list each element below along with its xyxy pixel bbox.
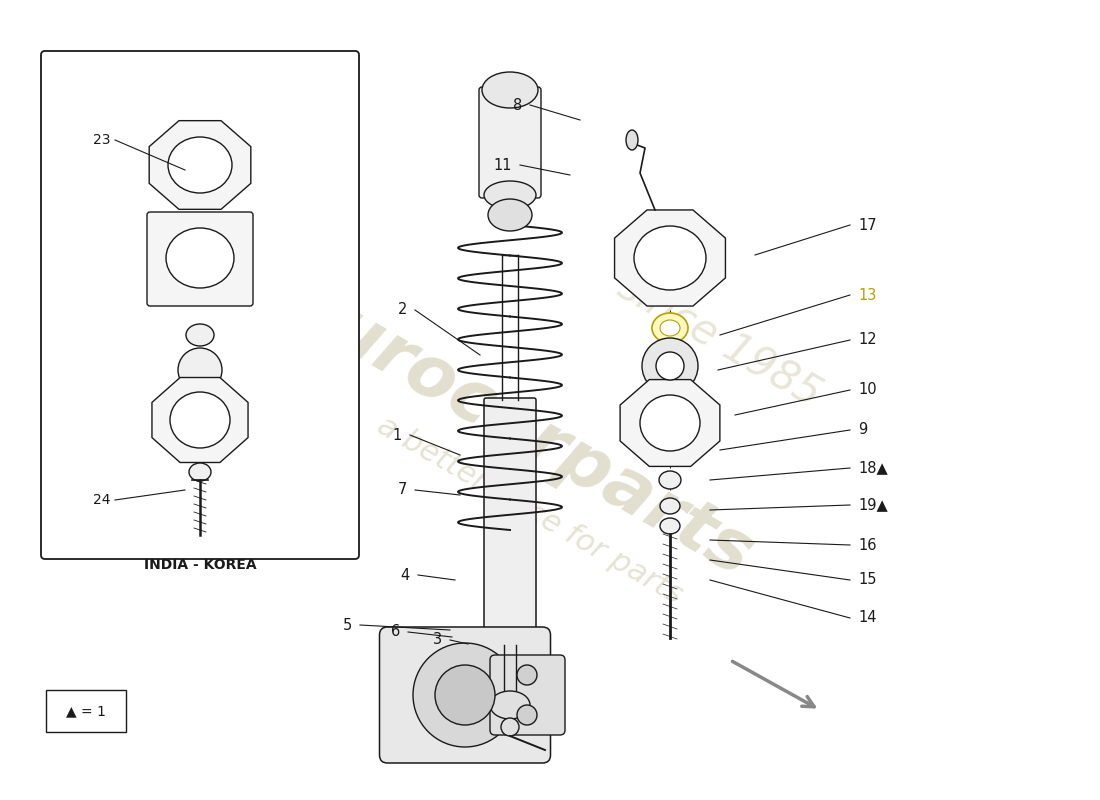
Polygon shape: [620, 379, 719, 466]
Ellipse shape: [517, 665, 537, 685]
Ellipse shape: [500, 718, 519, 736]
Ellipse shape: [640, 395, 700, 451]
Ellipse shape: [166, 228, 234, 288]
Text: 18▲: 18▲: [858, 461, 888, 475]
Text: 1: 1: [393, 427, 402, 442]
Text: 16: 16: [858, 538, 877, 553]
Ellipse shape: [626, 130, 638, 150]
Text: 8: 8: [513, 98, 522, 113]
Ellipse shape: [488, 199, 532, 231]
Text: 14: 14: [858, 610, 877, 626]
Ellipse shape: [656, 352, 684, 380]
Ellipse shape: [186, 324, 214, 346]
Text: 13: 13: [858, 287, 877, 302]
Text: 23: 23: [92, 133, 110, 147]
FancyBboxPatch shape: [147, 212, 253, 306]
Ellipse shape: [517, 705, 537, 725]
Ellipse shape: [170, 392, 230, 448]
Text: ▲ = 1: ▲ = 1: [66, 704, 106, 718]
Text: 4: 4: [400, 567, 410, 582]
Text: 17: 17: [858, 218, 877, 233]
Text: 15: 15: [858, 573, 877, 587]
Text: 2: 2: [397, 302, 407, 318]
Ellipse shape: [434, 665, 495, 725]
Text: 12: 12: [858, 333, 877, 347]
Ellipse shape: [660, 320, 680, 336]
Text: 10: 10: [858, 382, 877, 398]
FancyBboxPatch shape: [379, 627, 550, 763]
Ellipse shape: [168, 137, 232, 193]
Ellipse shape: [178, 348, 222, 392]
Polygon shape: [150, 121, 251, 210]
Text: 19▲: 19▲: [858, 498, 888, 513]
FancyBboxPatch shape: [484, 398, 536, 647]
Ellipse shape: [660, 518, 680, 534]
FancyBboxPatch shape: [46, 690, 127, 732]
Text: since 1985: since 1985: [610, 265, 829, 415]
FancyBboxPatch shape: [478, 87, 541, 198]
Ellipse shape: [484, 181, 536, 209]
Text: 7: 7: [397, 482, 407, 498]
Ellipse shape: [412, 643, 517, 747]
Text: 6: 6: [390, 625, 400, 639]
Text: 24: 24: [92, 493, 110, 507]
Ellipse shape: [660, 498, 680, 514]
Text: a better price for parts: a better price for parts: [372, 410, 688, 610]
Ellipse shape: [652, 313, 688, 343]
Ellipse shape: [634, 226, 706, 290]
FancyBboxPatch shape: [41, 51, 359, 559]
Text: 11: 11: [494, 158, 512, 173]
Text: INDIA - KOREA: INDIA - KOREA: [144, 558, 256, 572]
Polygon shape: [152, 378, 248, 462]
Text: 3: 3: [433, 633, 442, 647]
Ellipse shape: [490, 691, 530, 719]
FancyBboxPatch shape: [490, 655, 565, 735]
Ellipse shape: [642, 338, 698, 394]
Text: 5: 5: [343, 618, 352, 633]
Text: 9: 9: [858, 422, 867, 438]
Ellipse shape: [482, 72, 538, 108]
Ellipse shape: [659, 471, 681, 489]
Ellipse shape: [189, 463, 211, 481]
Text: eurocarparts: eurocarparts: [275, 269, 766, 591]
Polygon shape: [615, 210, 725, 306]
